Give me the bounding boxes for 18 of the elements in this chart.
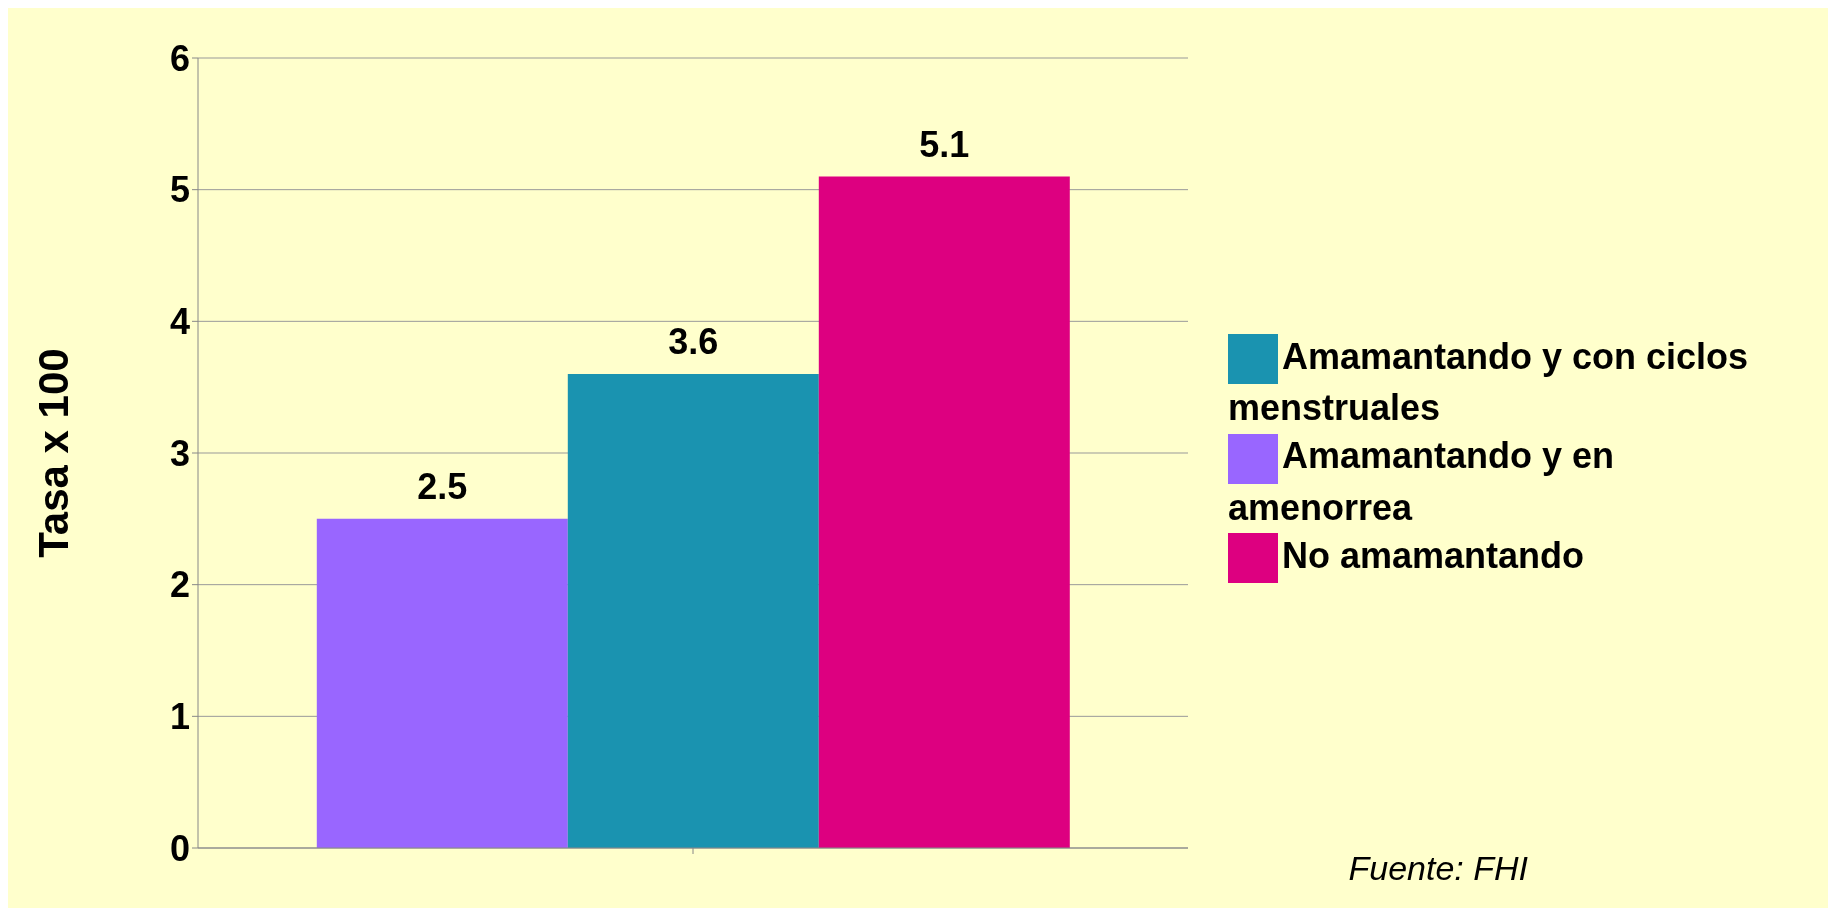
bar [567, 374, 819, 848]
y-tick-label: 2 [169, 564, 190, 606]
data-label: 5.1 [919, 123, 970, 165]
legend-label: Amamantando y en amenorrea [1228, 435, 1615, 528]
data-label: 2.5 [417, 465, 468, 507]
y-tick-label: 4 [169, 301, 190, 343]
y-tick-label: 3 [169, 432, 190, 474]
y-tick-label: 0 [169, 827, 190, 869]
bar [316, 518, 568, 848]
bar [818, 176, 1070, 848]
legend-label: No amamantando [1282, 534, 1585, 576]
y-tick-label: 5 [169, 169, 190, 211]
source-note: Fuente: FHI [1348, 849, 1528, 888]
y-axis-title: Tasa x 100 [29, 348, 77, 558]
legend-label: Amamantando y con ciclos menstruales [1228, 335, 1749, 429]
y-tick-label: 1 [169, 696, 190, 738]
data-label: 3.6 [668, 321, 719, 362]
y-tick-label: 6 [169, 37, 190, 79]
